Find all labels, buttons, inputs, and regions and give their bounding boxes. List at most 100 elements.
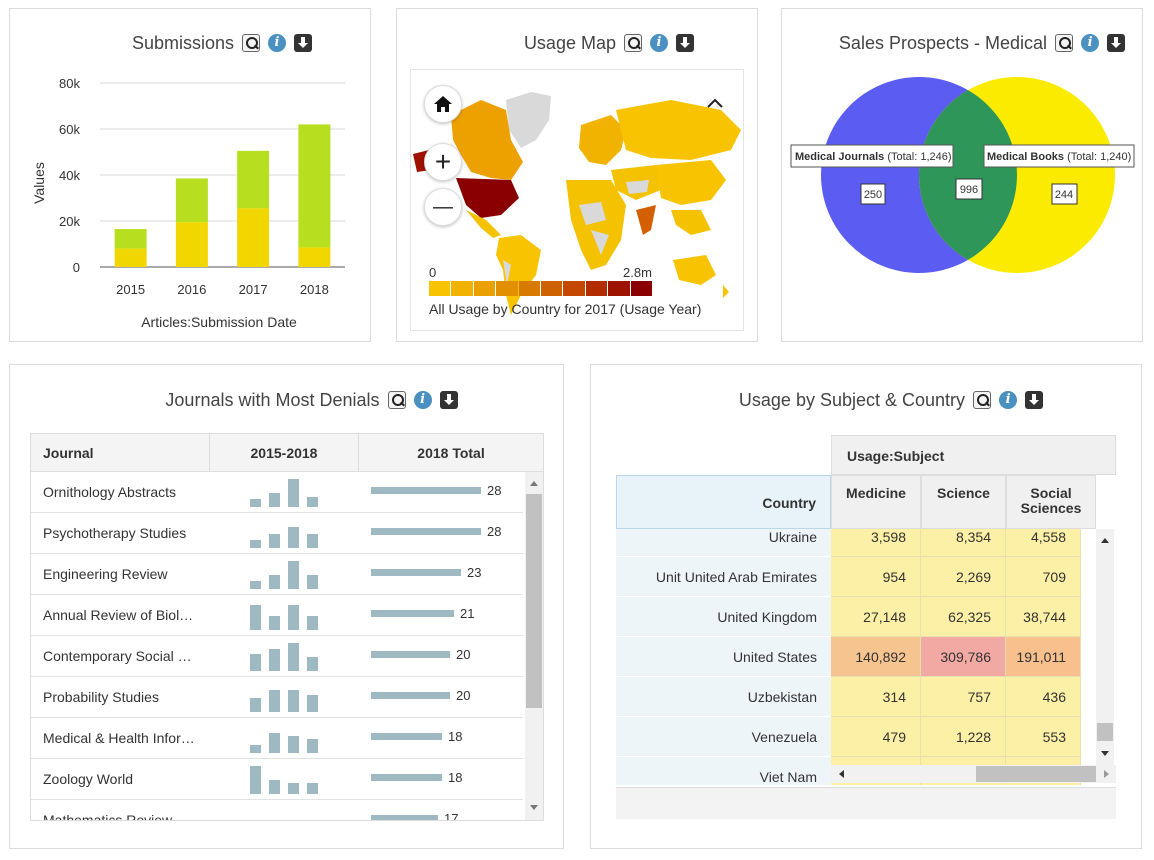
download-icon[interactable]: [676, 34, 695, 53]
usage-map-title-bar: Usage Map i: [397, 32, 757, 54]
total-bar: [371, 528, 481, 535]
usage-cell[interactable]: 62,325: [921, 597, 1006, 637]
download-icon[interactable]: [294, 34, 313, 53]
group-header-label: Usage:Subject: [847, 448, 945, 464]
country-label: Viet Nam: [616, 757, 831, 785]
download-icon[interactable]: [1107, 34, 1126, 53]
table-row[interactable]: Medical & Health Infor… 18: [31, 718, 523, 759]
scroll-down-arrow[interactable]: [1101, 751, 1109, 756]
y-axis-label: Values: [31, 162, 47, 204]
venn-overlap-region[interactable]: [919, 77, 1115, 273]
column-header-range[interactable]: 2015-2018: [210, 434, 359, 472]
table-row[interactable]: Annual Review of Biol… 21: [31, 595, 523, 636]
info-icon[interactable]: i: [1081, 34, 1100, 53]
usage-cell[interactable]: 140,892: [831, 637, 921, 677]
download-icon[interactable]: [1025, 391, 1044, 410]
column-header-subject[interactable]: Social Sciences: [1006, 475, 1096, 529]
table-row[interactable]: Ornithology Abstracts 28: [31, 472, 523, 513]
table-row[interactable]: Unit United Arab Emirates 954 2,269 709: [616, 557, 1096, 597]
zoom-in-button[interactable]: +: [424, 143, 462, 181]
column-header-subject[interactable]: Medicine: [831, 475, 921, 529]
table-row[interactable]: Venezuela 479 1,228 553: [616, 717, 1096, 757]
vertical-scrollbar[interactable]: [1096, 529, 1114, 765]
table-row[interactable]: Engineering Review 23: [31, 554, 523, 595]
scrollbar-thumb[interactable]: [1097, 723, 1113, 741]
table-row[interactable]: Zoology World 18: [31, 759, 523, 800]
home-button[interactable]: [424, 85, 462, 123]
column-header-subject[interactable]: Science: [921, 475, 1006, 529]
sparkline-bar: [250, 766, 261, 794]
scroll-down-arrow[interactable]: [530, 805, 538, 810]
usage-cell[interactable]: 314: [831, 677, 921, 717]
bar-segment-2018-1[interactable]: [298, 247, 331, 267]
usage-cell[interactable]: 309,786: [921, 637, 1006, 677]
row-header-label: Country: [762, 495, 816, 511]
magnify-icon[interactable]: [242, 34, 261, 53]
usage-cell[interactable]: 3,598: [831, 529, 921, 557]
table-row[interactable]: United States 140,892 309,786 191,011: [616, 637, 1096, 677]
info-icon[interactable]: i: [268, 34, 287, 53]
horizontal-scrollbar[interactable]: [831, 765, 1116, 783]
usage-cell[interactable]: 436: [1006, 677, 1081, 717]
table-row[interactable]: Mathematics Review 17: [31, 800, 523, 820]
usage-cell[interactable]: 954: [831, 557, 921, 597]
info-icon[interactable]: i: [650, 34, 669, 53]
table-row[interactable]: United Kingdom 27,148 62,325 38,744: [616, 597, 1096, 637]
sales-prospects-title-bar: Sales Prospects - Medical i: [782, 32, 1142, 54]
bar-segment-2016-2[interactable]: [175, 178, 208, 223]
bar-segment-2017-1[interactable]: [237, 208, 270, 267]
chevron-up-icon[interactable]: [706, 97, 724, 109]
usage-cell[interactable]: 38,744: [1006, 597, 1081, 637]
scroll-up-arrow[interactable]: [530, 481, 538, 486]
bar-segment-2015-1[interactable]: [114, 248, 147, 267]
y-tick-label: 80k: [59, 76, 80, 91]
table-row[interactable]: Uzbekistan 314 757 436: [616, 677, 1096, 717]
column-header-journal[interactable]: Journal: [31, 434, 210, 472]
column-header-total[interactable]: 2018 Total: [417, 445, 485, 461]
usage-map-panel: Usage Map i: [396, 8, 758, 342]
download-icon[interactable]: [439, 391, 458, 410]
usage-cell[interactable]: 1,228: [921, 717, 1006, 757]
info-icon[interactable]: i: [999, 391, 1018, 410]
usage-cell[interactable]: 709: [1006, 557, 1081, 597]
usage-cell[interactable]: 8,354: [921, 529, 1006, 557]
venn-diagram[interactable]: Medical Journals (Total: 1,246) Medical …: [782, 59, 1142, 329]
zoom-out-button[interactable]: —: [424, 188, 462, 226]
usage-cell[interactable]: 479: [831, 717, 921, 757]
usage-subject-title-bar: Usage by Subject & Country i: [591, 389, 1141, 411]
usage-cell[interactable]: 553: [1006, 717, 1081, 757]
magnify-icon[interactable]: [973, 391, 992, 410]
bar-segment-2018-2[interactable]: [298, 124, 331, 248]
scroll-left-arrow[interactable]: [839, 770, 844, 778]
table-row[interactable]: Ukraine 3,598 8,354 4,558: [616, 529, 1096, 557]
submissions-chart: 0 20k 40k 60k 80k 2015 2016 2017 2018 Articles:…: [31, 76, 345, 330]
scroll-right-arrow[interactable]: [1104, 770, 1109, 778]
usage-cell[interactable]: 27,148: [831, 597, 921, 637]
world-map[interactable]: + — 0 2.8m All Usage by Country for 2017…: [410, 69, 744, 331]
bar-segment-2016-1[interactable]: [175, 222, 208, 267]
usage-cell[interactable]: 757: [921, 677, 1006, 717]
scroll-up-arrow[interactable]: [1101, 538, 1109, 543]
table-row[interactable]: Contemporary Social … 20: [31, 636, 523, 677]
magnify-icon[interactable]: [387, 391, 406, 410]
row-header[interactable]: Country: [616, 475, 831, 529]
magnify-icon[interactable]: [1055, 34, 1074, 53]
vertical-scrollbar[interactable]: [525, 472, 543, 820]
scrollbar-thumb[interactable]: [976, 766, 1096, 782]
left-set-label: Medical Journals (Total: 1,246): [790, 144, 954, 168]
journal-name: Psychotherapy Studies: [43, 525, 187, 541]
sparkline-bar: [250, 540, 261, 548]
scrollbar-thumb[interactable]: [526, 494, 542, 708]
total-bar: [371, 610, 454, 617]
table-row[interactable]: Psychotherapy Studies 28: [31, 513, 523, 554]
usage-subject-panel: Usage by Subject & Country i Usage:Subje…: [590, 364, 1142, 849]
usage-cell[interactable]: 4,558: [1006, 529, 1081, 557]
bar-segment-2015-2[interactable]: [114, 229, 147, 249]
usage-cell[interactable]: 191,011: [1006, 637, 1081, 677]
table-row[interactable]: Probability Studies 20: [31, 677, 523, 718]
info-icon[interactable]: i: [413, 391, 432, 410]
x-tick-label: 2015: [116, 282, 145, 297]
magnify-icon[interactable]: [624, 34, 643, 53]
usage-cell[interactable]: 2,269: [921, 557, 1006, 597]
bar-segment-2017-2[interactable]: [237, 150, 270, 209]
